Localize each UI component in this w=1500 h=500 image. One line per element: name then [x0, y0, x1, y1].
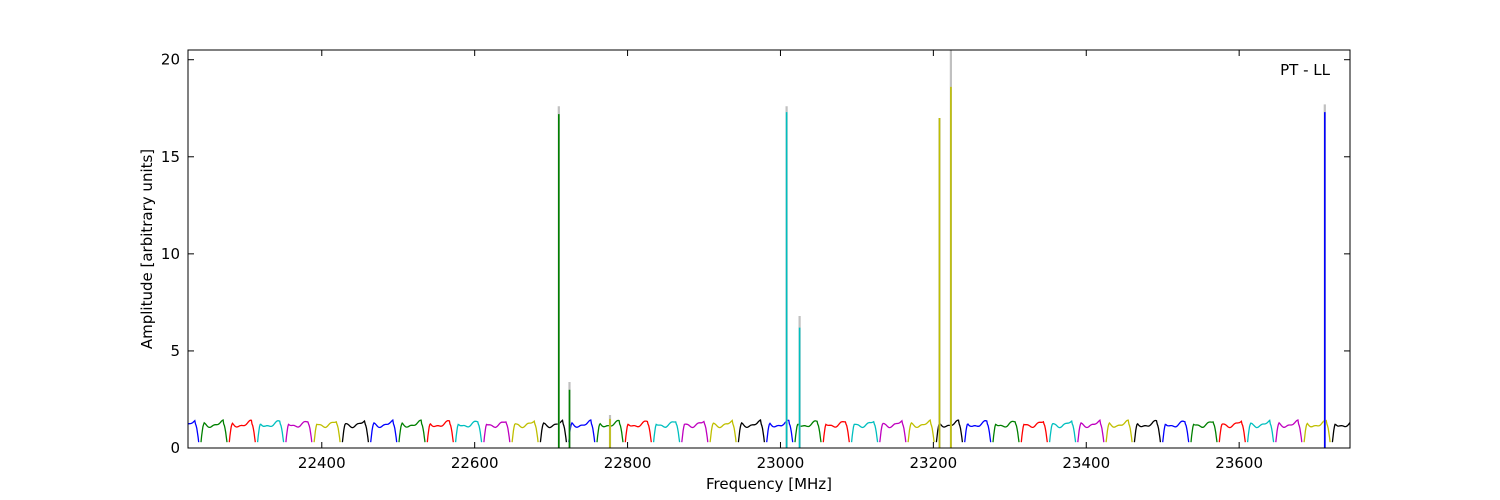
- baseline-segment: [1331, 422, 1351, 443]
- baseline-segment: [850, 420, 879, 443]
- baseline-segment: [341, 419, 370, 443]
- x-tick-label: 22600: [451, 454, 499, 472]
- x-axis-label: Frequency [MHz]: [706, 475, 832, 493]
- baseline-segment: [511, 419, 539, 443]
- spike-series: [557, 50, 1326, 448]
- baseline-segment: [370, 418, 398, 443]
- x-tick-label: 23000: [757, 454, 805, 472]
- y-axis-label: Amplitude [arbitrary units]: [138, 149, 156, 349]
- baseline-series: [188, 418, 1351, 443]
- x-tick-label: 22400: [298, 454, 346, 472]
- baseline-segment: [228, 419, 256, 443]
- x-tick-label: 23400: [1062, 454, 1110, 472]
- baseline-segment: [1048, 419, 1077, 443]
- baseline-segment: [1162, 420, 1190, 443]
- baseline-segment: [935, 419, 964, 443]
- baseline-segment: [539, 419, 568, 443]
- baseline-segment: [879, 419, 907, 443]
- baseline-segment: [1275, 419, 1303, 443]
- baseline-segment: [737, 419, 766, 443]
- x-axis-ticks: 22400 22600 22800 23000 23200 23400 23600: [298, 50, 1263, 472]
- legend-label: PT - LL: [1280, 61, 1331, 79]
- baseline-segment: [652, 421, 681, 443]
- baseline-segment: [568, 419, 596, 443]
- y-tick-label: 20: [161, 51, 180, 69]
- baseline-segment: [1105, 419, 1133, 443]
- baseline-segment: [1190, 421, 1218, 443]
- baseline-segment: [285, 420, 313, 443]
- baseline-segment: [426, 419, 454, 443]
- baseline-segment: [1077, 418, 1105, 443]
- y-tick-label: 15: [161, 148, 180, 166]
- baseline-segment: [624, 420, 652, 443]
- baseline-segment: [1246, 419, 1275, 443]
- baseline-segment: [1218, 420, 1246, 443]
- baseline-segment: [709, 419, 737, 443]
- x-tick-label: 23600: [1215, 454, 1263, 472]
- plot-frame: [187, 49, 1351, 449]
- baseline-segment: [200, 418, 228, 443]
- baseline-segment: [992, 420, 1020, 443]
- y-tick-label: 10: [161, 245, 180, 263]
- x-tick-label: 23200: [910, 454, 958, 472]
- baseline-segment: [1020, 420, 1048, 443]
- y-axis-ticks: 0 5 10 15 20: [161, 51, 1350, 457]
- baseline-segment: [964, 420, 992, 443]
- baseline-segment: [822, 420, 850, 443]
- baseline-segment: [1133, 419, 1162, 443]
- x-tick-label: 22800: [604, 454, 652, 472]
- baseline-segment: [766, 419, 794, 443]
- baseline-segment: [188, 419, 200, 443]
- y-tick-label: 0: [170, 439, 180, 457]
- baseline-segment: [256, 420, 285, 443]
- baseline-segment: [907, 419, 935, 443]
- y-tick-label: 5: [170, 342, 180, 360]
- baseline-segment: [681, 420, 709, 443]
- baseline-segment: [398, 419, 426, 443]
- baseline-segment: [483, 421, 511, 443]
- baseline-segment: [454, 420, 483, 443]
- baseline-segment: [313, 420, 341, 443]
- plot-background: [188, 50, 1350, 448]
